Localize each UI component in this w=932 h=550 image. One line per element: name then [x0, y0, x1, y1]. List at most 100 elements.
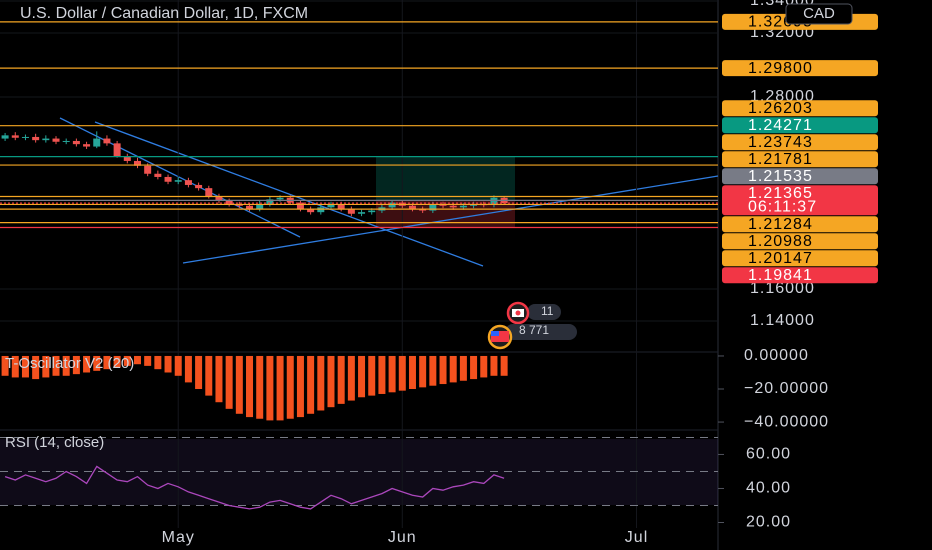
oscillator-bar — [337, 355, 345, 404]
oscillator-bar — [42, 355, 50, 378]
candle-body — [419, 208, 427, 211]
candle-body — [11, 135, 19, 138]
oscillator-bar — [439, 355, 447, 385]
currency-badge[interactable] — [785, 3, 853, 25]
candle-body — [62, 140, 70, 142]
oscillator-bar — [11, 355, 19, 378]
price-label-box — [722, 185, 878, 216]
price-label: 1.20988 — [748, 233, 813, 250]
event-pill — [527, 304, 561, 320]
oscillator-bar — [215, 355, 223, 403]
oscillator-bar — [205, 355, 213, 396]
oscillator-bar — [174, 355, 182, 376]
chart-title: U.S. Dollar / Canadian Dollar, 1D, FXCM — [20, 5, 308, 22]
oscillator-bar — [225, 355, 233, 409]
candle-body — [307, 208, 315, 213]
y-tick-label: 0.00000 — [744, 347, 809, 364]
oscillator-bar — [327, 355, 335, 408]
oscillator-bar — [32, 355, 40, 380]
oscillator-bar — [164, 355, 172, 373]
trend-line — [59, 117, 301, 238]
trend-line — [182, 175, 719, 264]
oscillator-bar — [470, 355, 478, 380]
oscillator-bar — [408, 355, 416, 390]
y-tick-label: −40.00000 — [744, 413, 829, 430]
oscillator-bar — [52, 355, 60, 376]
event-icon[interactable]: 11 — [506, 301, 561, 325]
oscillator-bar — [266, 355, 274, 421]
candle-body — [174, 180, 182, 182]
oscillator-bar — [419, 355, 427, 388]
oscillator-bar — [1, 355, 9, 376]
oscillator-bar — [449, 355, 457, 383]
oscillator-bar — [144, 355, 152, 366]
candle-body — [317, 207, 325, 213]
candle-body — [164, 176, 172, 182]
oscillator-bar — [286, 355, 294, 419]
candle-body — [21, 136, 29, 138]
price-label-box — [722, 117, 878, 134]
candle-body — [327, 204, 335, 208]
oscillator-bar — [123, 355, 131, 366]
flag-leaf — [515, 310, 521, 316]
price-label: 1.21535 — [748, 168, 813, 185]
candle-body — [205, 188, 213, 197]
rsi-title: RSI (14, close) — [5, 434, 104, 451]
candle-body — [154, 173, 162, 177]
oscillator-bar — [113, 355, 121, 368]
y-tick-label: 1.34000 — [750, 0, 815, 9]
candle-body — [246, 205, 254, 209]
price-label: 1.29800 — [748, 60, 813, 77]
price-label-box — [722, 216, 878, 233]
candle-body — [276, 197, 284, 200]
oscillator-bar — [62, 355, 70, 376]
flag — [491, 331, 509, 342]
oscillator-bar — [398, 355, 406, 391]
event-pill — [505, 324, 577, 340]
price-label-box — [722, 134, 878, 151]
price-label: 1.21365 — [748, 185, 813, 202]
x-tick-label: Jul — [625, 529, 648, 546]
y-tick-label: 60.00 — [746, 446, 791, 463]
oscillator-bar — [358, 355, 366, 398]
candle-body — [459, 205, 467, 208]
candle-body — [347, 208, 355, 214]
candle-body — [52, 138, 60, 142]
countdown-label: 06:11:37 — [748, 199, 817, 216]
candle-body — [1, 135, 9, 139]
event-icon[interactable]: 8 771 — [487, 323, 577, 350]
oscillator-bar — [154, 355, 162, 370]
candle-body — [358, 212, 366, 214]
y-tick-label: −20.00000 — [744, 380, 829, 397]
price-axis: May Jun Jul1.340001.320001.280001.160001.1… — [162, 0, 878, 546]
plot-layer — [0, 0, 718, 528]
oscillator-title: T-Oscillator V2 (20) — [5, 355, 134, 372]
rsi-line — [4, 465, 505, 510]
currency-label: CAD — [803, 5, 835, 22]
candle-body — [195, 184, 203, 189]
y-tick-label: 20.00 — [746, 514, 791, 531]
oscillator-bar — [307, 355, 315, 414]
candle-body — [83, 144, 91, 147]
event-count: 8 771 — [519, 323, 549, 337]
x-tick-label: Jun — [388, 529, 417, 546]
candle-body — [32, 136, 40, 141]
oscillator-bar — [235, 355, 243, 414]
oscillator-bar — [500, 355, 508, 376]
price-label-box — [722, 60, 878, 77]
price-label: 1.24271 — [748, 117, 813, 134]
oscillator-bar — [246, 355, 254, 418]
event-count: 11 — [541, 304, 554, 318]
candle-body — [215, 196, 223, 201]
oscillator-bar — [429, 355, 437, 386]
price-label: 1.19841 — [748, 267, 813, 284]
candle-body — [449, 205, 457, 208]
oscillator-bar — [490, 355, 498, 376]
oscillator-bar — [72, 355, 80, 375]
y-tick-label: 1.16000 — [750, 280, 815, 297]
price-label-box — [722, 267, 878, 284]
oscillator-bar — [256, 355, 264, 419]
price-label: 1.23743 — [748, 134, 813, 151]
candle-body — [256, 204, 264, 209]
